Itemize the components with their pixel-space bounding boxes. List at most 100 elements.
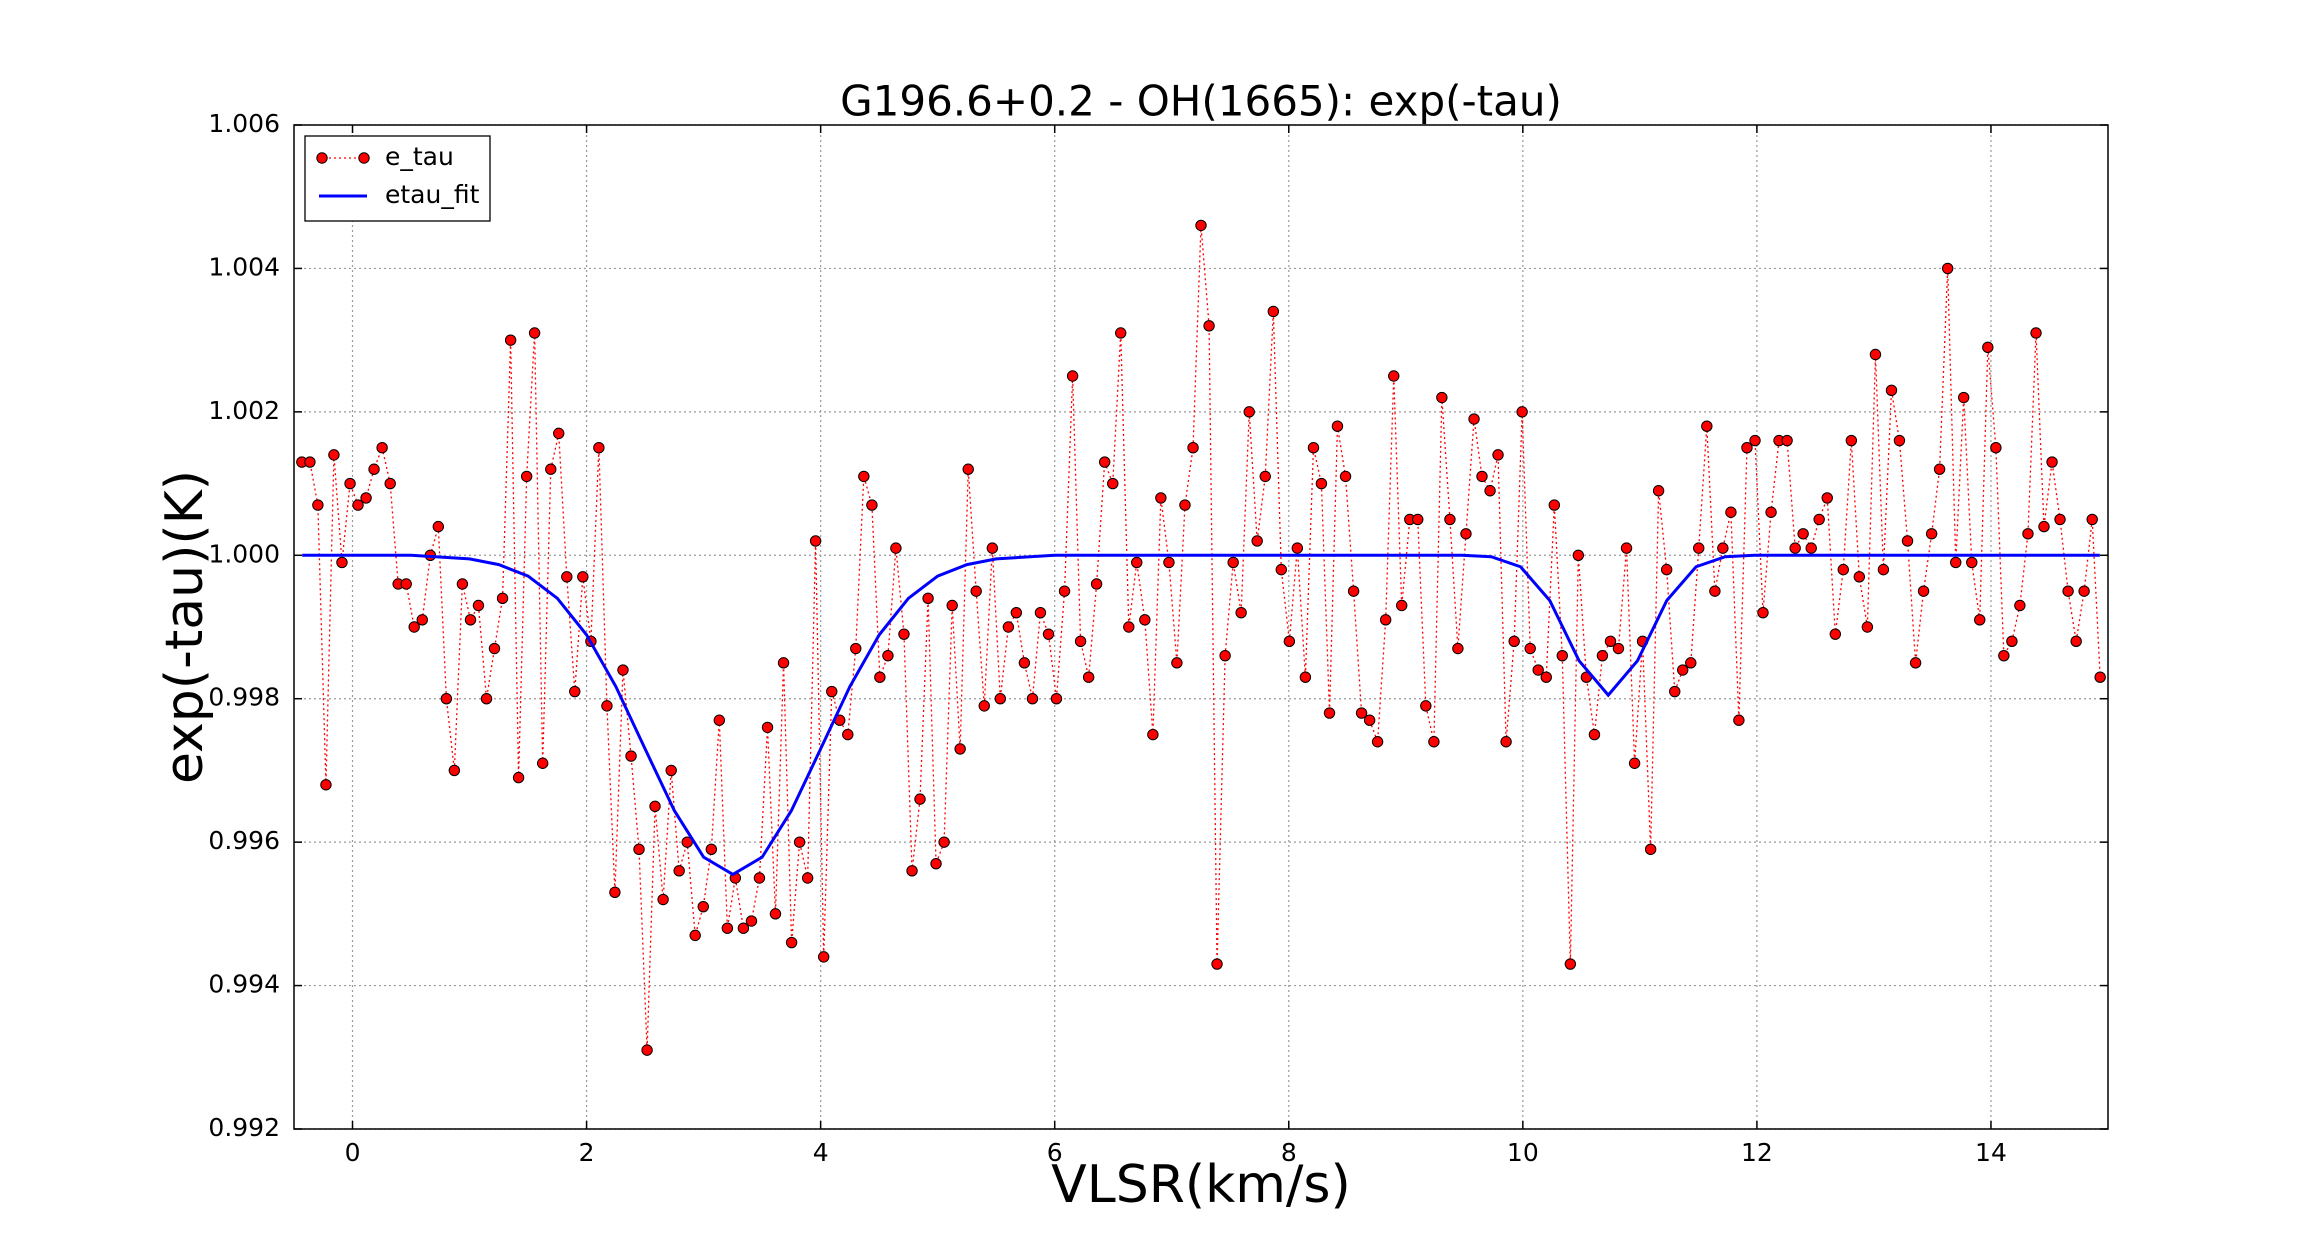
data-point (1042, 628, 1055, 640)
data-point (793, 836, 806, 848)
y-tick-label: 1.002 (208, 396, 280, 425)
data-point (1644, 843, 1657, 856)
data-point (962, 463, 974, 475)
data-point (866, 499, 878, 511)
data-point (721, 922, 734, 934)
y-tick-label: 0.996 (208, 826, 280, 855)
data-point (617, 664, 629, 676)
data-point (1050, 693, 1063, 705)
data-point (1026, 693, 1039, 705)
data-point (593, 442, 605, 454)
data-point (874, 671, 886, 683)
data-point (1781, 434, 1793, 447)
data-point (1877, 563, 1890, 576)
data-point (1452, 642, 1464, 655)
data-point (737, 922, 750, 934)
data-point (1709, 585, 1721, 597)
data-point (1492, 449, 1504, 461)
data-point (2086, 513, 2098, 526)
data-point (2030, 327, 2042, 339)
legend-marker (358, 152, 370, 164)
data-point (2038, 520, 2050, 533)
data-point (1596, 649, 1609, 662)
series-line (302, 553, 2100, 877)
data-point (1484, 485, 1496, 497)
x-tick-label: 2 (579, 1138, 595, 1167)
data-point (1436, 391, 1448, 404)
data-point (898, 628, 910, 640)
data-point (1500, 736, 1512, 748)
data-point (2006, 635, 2018, 648)
data-point (761, 721, 774, 734)
data-point (713, 714, 725, 726)
data-point (1805, 542, 1817, 554)
legend-marker (316, 152, 328, 164)
x-tick-label: 4 (813, 1138, 829, 1167)
data-point (1074, 635, 1087, 648)
data-point (858, 470, 870, 483)
data-point (914, 793, 926, 805)
data-point (986, 542, 999, 554)
data-point (1347, 585, 1360, 597)
data-point (1765, 506, 1777, 518)
data-point (705, 843, 718, 856)
data-point (528, 327, 541, 339)
data-point (1829, 628, 1842, 640)
x-tick-label: 14 (1975, 1138, 2007, 1167)
data-point (970, 585, 982, 597)
data-point (1018, 657, 1031, 669)
data-point (569, 685, 581, 698)
data-point (2054, 513, 2066, 526)
data-point (689, 929, 701, 942)
data-point (1235, 606, 1247, 619)
data-point (440, 693, 453, 705)
data-point (1163, 556, 1175, 569)
data-point (1717, 542, 1729, 554)
x-tick-label: 0 (345, 1138, 361, 1167)
data-point (1628, 757, 1641, 769)
data-point (472, 599, 485, 612)
data-point (850, 642, 862, 655)
x-tick-label: 8 (1281, 1138, 1297, 1167)
data-point (1853, 571, 1866, 583)
data-point (1508, 635, 1520, 648)
data-point (1998, 649, 2010, 662)
data-point (601, 700, 613, 712)
data-point (1460, 528, 1472, 540)
data-point (1837, 563, 1849, 576)
data-point (1556, 649, 1568, 662)
data-point (697, 900, 709, 913)
y-tick-label: 0.992 (208, 1113, 280, 1142)
data-point (633, 843, 645, 856)
data-point (360, 492, 372, 504)
data-point (938, 836, 950, 848)
data-point (1917, 585, 1930, 597)
data-point (1066, 370, 1079, 382)
data-point (1195, 219, 1207, 232)
data-point (609, 886, 621, 899)
data-point (1371, 736, 1384, 748)
data-point (817, 951, 830, 963)
data-point (464, 614, 477, 626)
data-point (1147, 728, 1159, 741)
data-point (1660, 563, 1673, 576)
data-point (1179, 499, 1191, 511)
data-point (625, 750, 637, 762)
x-tick-label: 10 (1507, 1138, 1539, 1167)
data-point (954, 743, 966, 755)
data-point (1107, 477, 1119, 490)
data-point (906, 865, 918, 877)
data-point (1428, 736, 1440, 748)
data-point (1331, 420, 1344, 432)
data-point (1123, 621, 1135, 633)
data-point (745, 915, 758, 927)
data-point (480, 693, 493, 705)
data-point (1652, 485, 1665, 497)
x-tick-label: 12 (1741, 1138, 1773, 1167)
data-point (448, 764, 461, 777)
data-point (1098, 456, 1111, 468)
data-point (641, 1044, 653, 1056)
data-point (1532, 664, 1544, 676)
data-point (657, 893, 669, 906)
data-point (1307, 442, 1320, 454)
